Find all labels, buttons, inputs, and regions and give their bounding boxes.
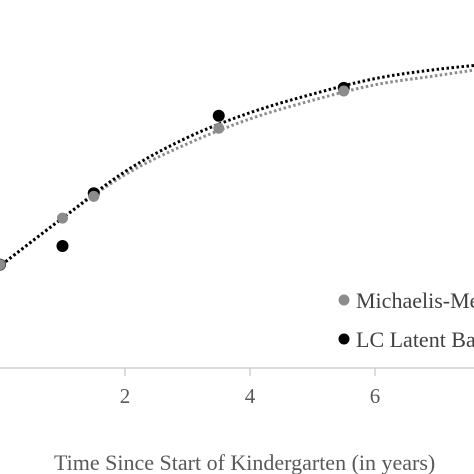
x-axis: 2468	[0, 367, 474, 408]
x-tick-label: 2	[120, 384, 131, 408]
data-points	[0, 81, 350, 271]
x-tick-label: 6	[370, 384, 381, 408]
legend-label: Michaelis-Menten	[356, 288, 474, 313]
trendlines	[0, 63, 474, 268]
data-point	[57, 212, 68, 224]
data-point	[56, 240, 69, 252]
data-point	[0, 259, 6, 271]
legend: Michaelis-Menten LC Latent Basis	[338, 288, 474, 352]
data-point	[213, 122, 225, 134]
legend-label: LC Latent Basis	[356, 327, 474, 352]
trendline-michaelis-menten	[0, 68, 474, 268]
legend-marker	[338, 294, 350, 306]
x-tick-label: 4	[245, 384, 256, 408]
data-point	[88, 190, 100, 202]
x-axis-title: Time Since Start of Kindergarten (in yea…	[54, 450, 435, 474]
trendline-lc-latent-basis	[0, 63, 474, 268]
data-point	[212, 109, 225, 122]
data-point	[338, 85, 350, 97]
legend-marker	[338, 333, 350, 345]
